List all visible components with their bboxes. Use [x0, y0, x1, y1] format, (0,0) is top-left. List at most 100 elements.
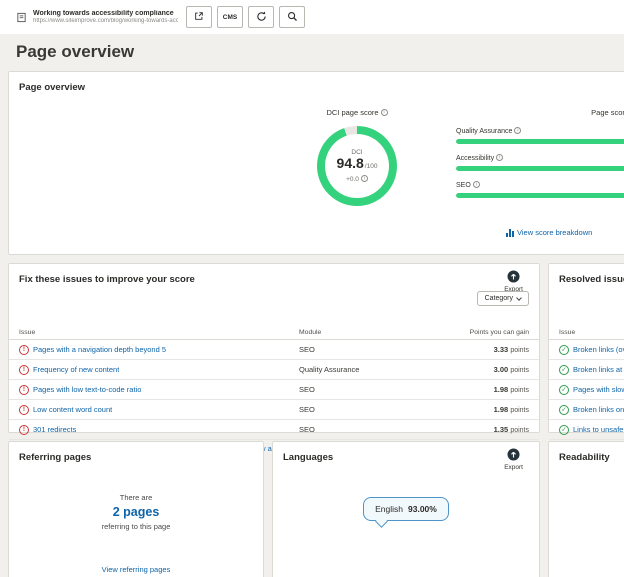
issue-link[interactable]: Pages with a navigation depth beyond 5	[33, 345, 166, 354]
dci-score-max: /100	[365, 163, 378, 170]
inspected-page-url[interactable]: https://www.siteimprove.com/blog/working…	[33, 18, 178, 24]
table-row: Pages with a navigation depth beyond 5 S…	[9, 340, 539, 360]
points-cell: 1.98 points	[449, 385, 529, 394]
dci-score-value: 94.8/100	[337, 156, 378, 174]
dci-score-column: DCI page score DCI 94.8/100 +0.0	[281, 108, 433, 206]
issues-row: Fix these issues to improve your score E…	[8, 263, 624, 433]
dci-score-number: 94.8	[337, 155, 364, 171]
dci-gauge-inner: DCI 94.8/100 +0.0	[325, 134, 389, 198]
export-button[interactable]: Export	[504, 448, 523, 471]
referring-count: 2 pages	[9, 505, 263, 519]
table-row: Pages with low text-to-code ratio SEO 1.…	[9, 380, 539, 400]
table-row: Broken links at pa	[549, 360, 624, 380]
open-page-button[interactable]	[186, 6, 212, 28]
page-title: Page overview	[16, 42, 624, 62]
languages-card: Languages Export English93.00%	[272, 441, 540, 577]
alert-icon	[19, 385, 29, 395]
info-icon[interactable]	[473, 181, 480, 188]
page-overview-card: Page overview DCI page score DCI 94.8/10…	[8, 71, 624, 255]
view-score-breakdown-link[interactable]: View score breakdown	[506, 228, 592, 237]
column-header-points: Points you can gain	[449, 329, 529, 336]
dci-score-gauge: DCI 94.8/100 +0.0	[317, 126, 397, 206]
export-button[interactable]: Export	[504, 270, 523, 293]
points-cell: 3.00 points	[449, 365, 529, 374]
export-icon	[507, 448, 520, 463]
points-unit: points	[510, 427, 529, 434]
dci-delta-value: +0.0	[346, 176, 359, 183]
cms-button[interactable]: CMS	[217, 6, 243, 28]
export-label: Export	[504, 464, 523, 471]
bar-fill	[456, 193, 624, 198]
points-value: 1.98	[494, 385, 509, 394]
referring-suffix: referring to this page	[9, 522, 263, 531]
fix-issues-card: Fix these issues to improve your score E…	[8, 263, 540, 433]
resolved-issue-link[interactable]: Links to unsafe do	[573, 425, 624, 434]
category-filter-dropdown[interactable]: Category	[477, 291, 529, 306]
overview-card-title: Page overview	[9, 72, 624, 93]
external-link-icon	[194, 11, 204, 23]
check-icon	[559, 385, 569, 395]
language-badge: English 93.00%	[363, 497, 449, 521]
alert-icon	[19, 405, 29, 415]
recheck-button[interactable]	[248, 6, 274, 28]
column-header-issue: Issue	[559, 329, 624, 336]
refresh-icon	[256, 11, 267, 24]
module-cell: SEO	[299, 405, 449, 414]
table-row: Links to unsafe do	[549, 420, 624, 440]
topbar-actions: CMS	[186, 6, 305, 28]
issues-table: Issue Module Points you can gain Pages w…	[9, 326, 539, 440]
points-value: 3.00	[494, 365, 509, 374]
inspected-page-title: Working towards accessibility compliance	[33, 10, 178, 17]
check-icon	[559, 365, 569, 375]
language-name: English	[375, 504, 403, 514]
info-icon[interactable]	[514, 127, 521, 134]
app-window: Working towards accessibility compliance…	[0, 0, 624, 577]
points-cell: 1.35 points	[449, 425, 529, 434]
bottom-row: Referring pages There are 2 pages referr…	[8, 441, 624, 577]
score-bar-quality-assurance: Quality Assurance	[456, 127, 624, 144]
issue-link[interactable]: Frequency of new content	[33, 365, 119, 374]
points-value: 1.35	[494, 425, 509, 434]
issue-link[interactable]: Pages with low text-to-code ratio	[33, 385, 141, 394]
check-icon	[559, 425, 569, 435]
column-header-issue: Issue	[19, 329, 299, 336]
issue-link[interactable]: Low content word count	[33, 405, 112, 414]
check-icon	[559, 345, 569, 355]
issue-link[interactable]: 301 redirects	[33, 425, 76, 434]
search-button[interactable]	[279, 6, 305, 28]
table-row: Frequency of new content Quality Assuran…	[9, 360, 539, 380]
language-percent: 93.00%	[408, 504, 437, 514]
chevron-down-icon	[516, 295, 522, 301]
module-cell: SEO	[299, 345, 449, 354]
points-value: 3.33	[494, 345, 509, 354]
readability-card: Readability	[548, 441, 624, 577]
bar-fill	[456, 166, 624, 171]
column-header-module: Module	[299, 329, 449, 336]
points-cell: 3.33 points	[449, 345, 529, 354]
alert-icon	[19, 425, 29, 435]
readability-card-title: Readability	[549, 442, 624, 463]
bar-chart-icon	[506, 229, 514, 237]
referring-summary: There are 2 pages referring to this page	[9, 493, 263, 531]
resolved-issue-link[interactable]: Broken links (ove	[573, 345, 624, 354]
info-icon[interactable]	[496, 154, 503, 161]
resolved-issues-card: Resolved issues Issue Broken links (ove …	[548, 263, 624, 433]
resolved-issue-link[interactable]: Pages with slow l	[573, 385, 624, 394]
inspected-page-meta: Working towards accessibility compliance…	[33, 10, 178, 24]
info-icon[interactable]	[381, 109, 388, 116]
info-icon[interactable]	[361, 175, 368, 182]
points-unit: points	[510, 347, 529, 354]
alert-icon	[19, 365, 29, 375]
bar-label-text: Quality Assurance	[456, 128, 512, 135]
table-row: Broken links (ove	[549, 340, 624, 360]
points-unit: points	[510, 387, 529, 394]
bar-label: SEO	[456, 181, 624, 189]
bar-label: Accessibility	[456, 154, 624, 162]
resolved-issue-link[interactable]: Broken links on la	[573, 405, 624, 414]
resolved-issue-link[interactable]: Broken links at pa	[573, 365, 624, 374]
view-referring-pages-link[interactable]: View referring pages	[9, 565, 263, 574]
referring-pages-card: Referring pages There are 2 pages referr…	[8, 441, 264, 577]
check-icon	[559, 405, 569, 415]
search-icon	[287, 11, 298, 24]
points-unit: points	[510, 367, 529, 374]
